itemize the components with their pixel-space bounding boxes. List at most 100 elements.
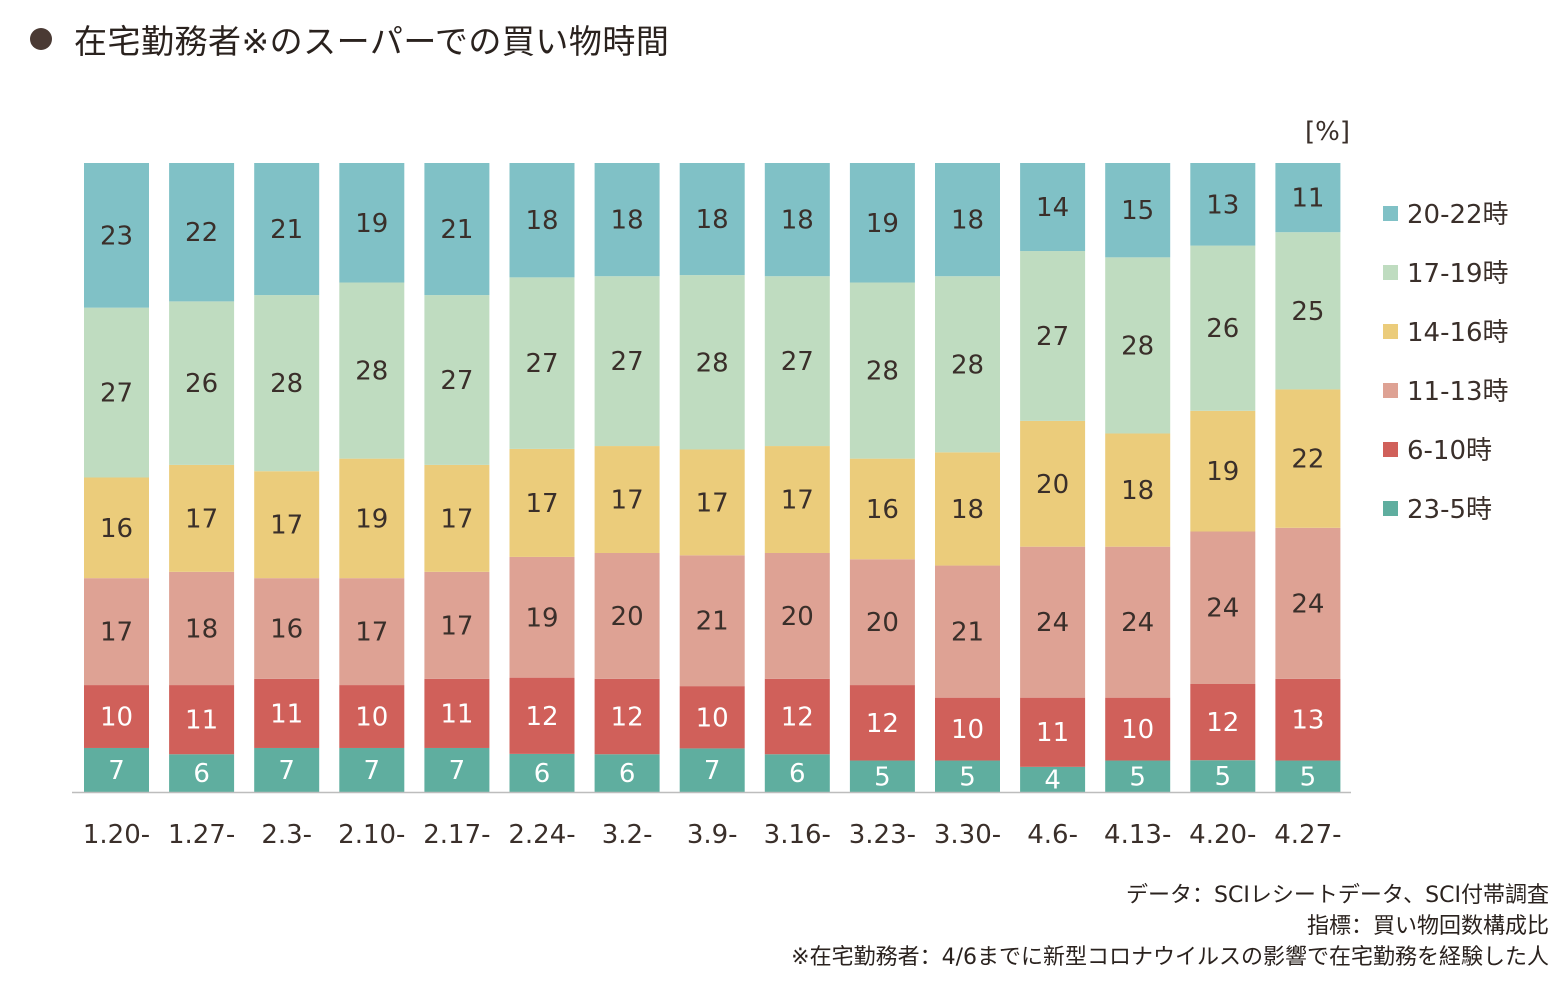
- bar-segment-5-9: [764, 276, 830, 447]
- data-label-5-7: 27: [611, 347, 644, 377]
- data-label-1-10: 5: [874, 762, 891, 792]
- bar-segment-4-14: [1190, 410, 1256, 532]
- bar-segment-3-9: [764, 552, 830, 679]
- data-label-5-15: 25: [1291, 297, 1324, 327]
- x-tick-label-9: 3.16-: [764, 820, 831, 850]
- data-label-3-13: 24: [1121, 608, 1154, 638]
- legend-label-2: 17-19時: [1407, 259, 1509, 289]
- bar-segment-1-3: [254, 747, 320, 792]
- bar-segment-4-4: [339, 458, 405, 579]
- data-label-1-4: 7: [364, 756, 381, 786]
- data-label-1-11: 5: [959, 762, 976, 792]
- bar-segment-3-4: [339, 578, 405, 686]
- bar-segment-6-1: [84, 163, 149, 308]
- unit-label: [%]: [1305, 117, 1350, 147]
- data-label-4-8: 17: [696, 488, 729, 518]
- bar-segment-3-8: [679, 555, 745, 687]
- data-label-5-14: 26: [1206, 314, 1239, 344]
- data-label-4-2: 17: [185, 504, 218, 534]
- bar-segment-6-2: [169, 163, 235, 302]
- bar-segment-2-11: [935, 697, 1000, 761]
- bar-segment-1-8: [679, 748, 745, 792]
- bar-segment-4-7: [594, 446, 660, 553]
- data-label-5-12: 27: [1036, 322, 1069, 352]
- bar-segment-6-15: [1275, 163, 1341, 233]
- data-label-6-3: 21: [270, 215, 303, 245]
- data-label-6-13: 15: [1121, 196, 1154, 226]
- data-label-2-3: 11: [270, 699, 303, 729]
- bar-segment-2-1: [84, 685, 149, 748]
- data-label-4-15: 22: [1291, 445, 1324, 475]
- x-tick-label-3: 2.3-: [261, 820, 312, 850]
- bar-segment-1-2: [169, 754, 235, 792]
- data-label-1-5: 7: [449, 756, 466, 786]
- legend-swatch-5: [1383, 442, 1398, 457]
- data-label-1-14: 5: [1215, 762, 1232, 792]
- bar-segment-6-10: [849, 163, 915, 283]
- x-tick-label-15: 4.27-: [1274, 820, 1341, 850]
- bar-segment-6-12: [1020, 163, 1086, 252]
- data-label-6-2: 22: [185, 218, 218, 248]
- bar-segment-5-10: [849, 282, 915, 459]
- bar-segment-4-2: [169, 464, 235, 572]
- data-label-1-3: 7: [278, 756, 295, 786]
- x-tick-label-11: 3.30-: [934, 820, 1001, 850]
- x-tick-label-8: 3.9-: [687, 820, 738, 850]
- data-label-3-10: 20: [866, 608, 899, 638]
- data-label-4-11: 18: [951, 495, 984, 525]
- bar-segment-3-2: [169, 571, 235, 686]
- data-label-3-5: 17: [440, 611, 473, 641]
- data-label-4-7: 17: [611, 486, 644, 516]
- x-tick-label-14: 4.20-: [1189, 820, 1256, 850]
- x-tick-label-6: 2.24-: [508, 820, 575, 850]
- data-label-2-2: 11: [185, 706, 218, 736]
- x-tick-label-13: 4.13-: [1104, 820, 1171, 850]
- bar-segment-1-11: [935, 760, 1000, 792]
- bar-segment-3-12: [1020, 546, 1086, 698]
- bar-segment-4-15: [1275, 389, 1341, 528]
- bar-segment-2-13: [1105, 697, 1171, 761]
- bar-segment-2-8: [679, 686, 745, 749]
- bar-segment-1-15: [1275, 760, 1341, 792]
- bar-segment-6-3: [254, 163, 320, 296]
- bar-segment-6-8: [679, 163, 745, 276]
- bar-segment-1-4: [339, 747, 405, 792]
- bar-segment-6-6: [509, 163, 575, 278]
- bar-segment-3-3: [254, 578, 320, 679]
- data-label-5-13: 28: [1121, 331, 1154, 361]
- bar-segment-2-3: [254, 678, 320, 748]
- bar-segment-4-5: [424, 464, 490, 572]
- data-label-6-14: 13: [1206, 190, 1239, 220]
- data-label-3-8: 21: [696, 607, 729, 637]
- bar-segment-3-13: [1105, 546, 1171, 698]
- data-label-6-7: 18: [611, 206, 644, 236]
- bar-segment-1-5: [424, 747, 490, 792]
- bar-segment-3-14: [1190, 531, 1256, 684]
- bar-segment-4-9: [764, 446, 830, 553]
- bar-segment-1-13: [1105, 760, 1171, 792]
- bar-segment-6-11: [935, 163, 1000, 277]
- bar-segment-4-3: [254, 471, 320, 579]
- bar-segment-3-6: [509, 556, 575, 678]
- data-label-2-8: 10: [696, 703, 729, 733]
- data-label-3-11: 21: [951, 618, 984, 648]
- data-label-4-10: 16: [866, 495, 899, 525]
- bar-segment-6-4: [339, 163, 405, 283]
- bar-segment-6-13: [1105, 163, 1171, 258]
- x-tick-label-10: 3.23-: [849, 820, 916, 850]
- data-label-5-9: 27: [781, 347, 814, 377]
- data-label-4-1: 16: [100, 514, 133, 544]
- data-label-6-15: 11: [1291, 184, 1324, 214]
- bar-segment-2-6: [509, 677, 575, 754]
- data-label-3-15: 24: [1291, 589, 1324, 619]
- bar-segment-3-1: [84, 578, 149, 686]
- bar-segment-3-7: [594, 552, 660, 679]
- data-label-2-1: 10: [100, 703, 133, 733]
- data-label-5-11: 28: [951, 350, 984, 380]
- bar-segment-1-7: [594, 754, 660, 792]
- bar-segment-6-5: [424, 163, 490, 296]
- legend-swatch-3: [1383, 324, 1398, 339]
- data-label-3-12: 24: [1036, 608, 1069, 638]
- bar-segment-2-15: [1275, 678, 1341, 761]
